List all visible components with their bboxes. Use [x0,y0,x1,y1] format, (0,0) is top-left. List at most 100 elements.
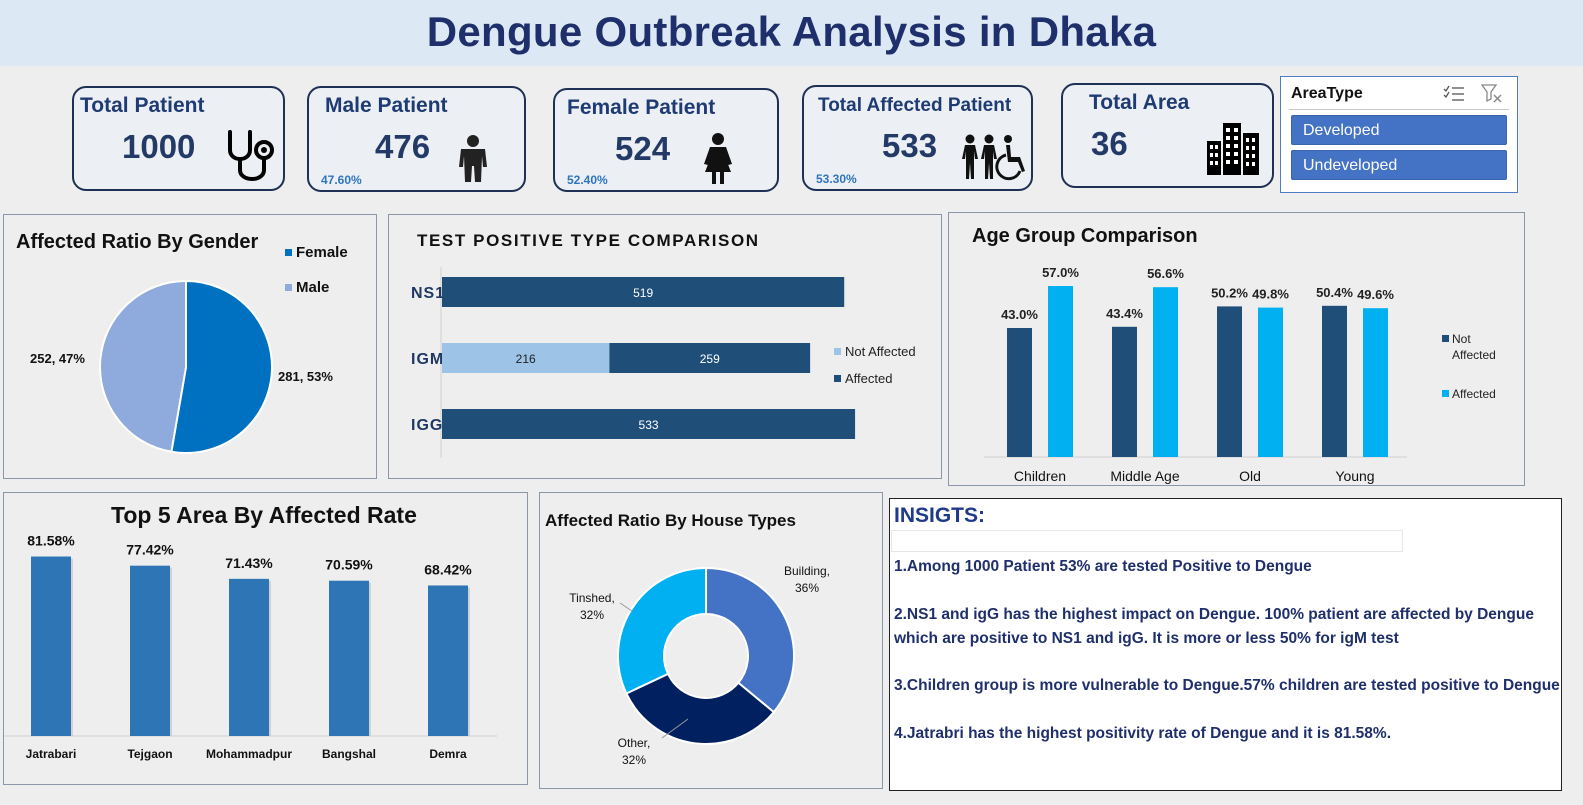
kpi-total-affected: Total Affected Patient 533 53.30% [802,85,1033,191]
bar-affected [1363,308,1388,457]
category-label: Tejgaon [127,747,172,761]
data-label: 252, 47% [30,351,85,366]
insight-line: 1.Among 1000 Patient 53% are tested Posi… [894,558,1312,575]
age-group-bar-chart: 43.0% 57.0% Children 43.4% 56.6% Middle Age 50… [984,265,1496,484]
legend-label: Male [296,279,329,296]
gender-pie-chart: 281, 53% 252, 47% Female Male [30,244,348,454]
pie-slice-female [170,279,273,454]
data-label: 77.42% [126,542,174,558]
bar-affected [442,277,845,307]
bar [31,556,71,736]
bar-affected [1258,307,1283,457]
top-area-bar-chart: 81.58% Jatrabari 77.42% Tejgaon 71.43% Mohamm… [4,533,497,761]
legend-swatch [834,375,841,382]
slicer-option-undeveloped[interactable]: Undeveloped [1291,150,1507,180]
kpi-male-patient: Male Patient 476 47.60% [307,86,526,192]
data-label: 32% [580,608,604,622]
data-label: 68.42% [424,561,472,577]
category-label: Old [1239,468,1261,484]
data-label: 49.6% [1357,287,1394,302]
data-label: 50.4% [1316,285,1353,300]
doughnut-slice-building [705,566,795,714]
kpi-total-area: Total Area 36 [1061,83,1274,188]
bar-not-affected [1007,328,1032,457]
category-label: Middle Age [1110,468,1179,484]
buildings-icon [1207,123,1259,175]
data-label: 43.4% [1106,306,1143,321]
bar-affected [1048,286,1073,457]
insight-line: 3.Children group is more vulnerable to D… [894,677,1560,694]
data-label: 259 [700,352,720,366]
kpi-female-patient: Female Patient 524 52.40% [553,88,779,192]
leader-line [661,718,689,739]
kpi-value: 524 [615,130,671,167]
doughnut-slice-tinshed [617,566,707,695]
top-area-panel: Top 5 Area By Affected Rate 81.58% Jatrab… [3,492,528,785]
category-label: Bangshal [322,747,376,761]
female-icon [704,133,732,184]
category-label: Jatrabari [26,747,77,761]
slicer-header: AreaType [1291,85,1363,102]
legend-swatch [285,249,292,256]
kpi-total-patient: Total Patient 1000 [72,86,285,191]
stethoscope-icon [228,130,274,181]
bar-affected [609,343,811,373]
insights-heading: INSIGTS: [894,504,986,527]
kpi-value: 476 [375,128,431,165]
data-label: Other, [618,736,651,750]
leader-line [619,602,633,612]
people-wheelchair-icon [962,134,1025,181]
gender-pie-panel: Affected Ratio By Gender 281, 53% 252, 47… [3,214,377,479]
bar-affected [442,409,856,439]
data-label: 216 [516,352,536,366]
insight-line: 4.Jatrabri has the highest positivity ra… [894,725,1391,742]
data-label: 71.43% [225,555,273,571]
bar-affected [1153,287,1178,457]
multi-select-icon[interactable] [1443,85,1465,103]
data-label: Tinshed, [569,591,615,605]
chart-title: TEST POSITIVE TYPE COMPARISON [417,231,760,250]
legend-label: Affected [1452,348,1496,362]
legend-swatch [1442,335,1449,342]
chart-title: Affected Ratio By Gender [16,231,259,253]
category-label: IGG [411,417,443,434]
category-label: NS1 [411,285,445,302]
area-type-slicer: AreaType Developed Undeveloped [1280,76,1518,193]
insight-line: which are positive to NS1 and igG. It is… [894,630,1399,647]
page-title: Dengue Outbreak Analysis in Dhaka [426,8,1157,55]
kpi-label: Female Patient [567,96,716,119]
data-label: 70.59% [325,557,373,573]
bar-not-affected [1217,306,1242,457]
insight-line: 2.NS1 and igG has the highest impact on … [894,606,1534,623]
test-positive-panel: TEST POSITIVE TYPE COMPARISON NS1 519 IGM 2… [388,214,942,479]
data-label: 519 [633,286,653,300]
doughnut-slice-other [625,672,776,745]
kpi-value: 1000 [122,128,196,165]
legend-swatch [834,348,841,355]
clear-filter-icon[interactable] [1481,84,1503,104]
test-positive-bar-chart: NS1 519 IGM 216 259 IGG 533 Not Affected Affecte… [411,267,916,458]
data-label: 533 [639,418,659,432]
bar [229,578,269,736]
bar-not-affected [1322,305,1347,457]
slicer-option-developed[interactable]: Developed [1291,115,1507,145]
legend-swatch [285,284,292,291]
male-icon [459,135,487,182]
house-type-panel: Affected Ratio By House Types Building, 3… [539,492,883,789]
bar [130,565,170,736]
bar [428,585,468,736]
kpi-label: Total Patient [80,94,205,117]
legend-label: Not [1452,332,1471,346]
chart-title: Age Group Comparison [972,225,1198,247]
house-type-doughnut-chart: Building, 36% Other, 32% Tinshed, 32% [569,564,830,767]
pie-slice-male [98,279,187,453]
age-group-panel: Age Group Comparison 43.0% 57.0% Children 4… [948,212,1525,486]
data-label: 56.6% [1147,266,1184,281]
data-label: 50.2% [1211,285,1248,300]
insights-blank-cell [891,530,1403,552]
chart-title: Affected Ratio By House Types [545,511,796,530]
data-label: 43.0% [1001,307,1038,322]
kpi-label: Total Affected Patient [818,95,1012,116]
category-label: Children [1014,468,1066,484]
legend-label: Affected [845,371,892,386]
